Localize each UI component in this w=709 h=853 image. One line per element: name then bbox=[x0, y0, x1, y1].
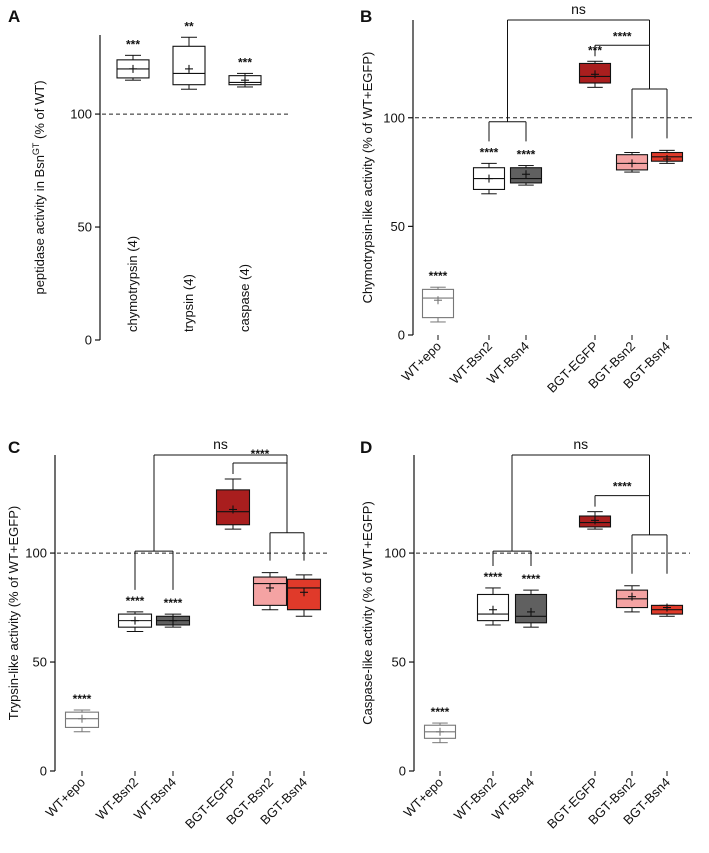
y-tick-label: 50 bbox=[391, 219, 405, 234]
box-2: ****WT-Bsn2 bbox=[93, 594, 153, 823]
box-6: BGT-Bsn4 bbox=[620, 603, 684, 828]
box-1: **** WT+epo bbox=[401, 705, 457, 821]
category-label: chymotrypsin (4) bbox=[125, 236, 140, 332]
significance-label: **** bbox=[480, 145, 499, 159]
box-iqr bbox=[286, 578, 322, 611]
y-axis-label: peptidase activity in BsnGT (% of WT) bbox=[31, 80, 47, 294]
y-axis-label: Trypsin-like activity (% of WT+EGFP) bbox=[6, 506, 21, 720]
y-tick-label: 100 bbox=[70, 107, 92, 122]
panel-c: C 0 50 100 Trypsin-like activity (% of WT+EG… bbox=[6, 436, 330, 832]
significance-label: **** bbox=[429, 269, 448, 283]
significance-label: **** bbox=[484, 570, 503, 584]
box-3: *** caspase (4) bbox=[228, 55, 262, 332]
y-axis-label: Caspase-like activity (% of WT+EGFP) bbox=[360, 501, 375, 725]
significance-label: **** bbox=[126, 594, 145, 608]
box-2: ****WT-Bsn2 bbox=[447, 145, 506, 387]
comparison-brackets: **** ns bbox=[492, 436, 668, 574]
comparison-label-star: **** bbox=[251, 447, 270, 461]
significance-label: **** bbox=[517, 148, 536, 162]
category-label: trypsin (4) bbox=[181, 274, 196, 332]
category-label: WT+epo bbox=[399, 339, 445, 385]
significance-label: **** bbox=[73, 692, 92, 706]
y-tick-label: 50 bbox=[392, 655, 406, 670]
significance-label: ** bbox=[184, 19, 194, 33]
comparison-label-ns: ns bbox=[573, 436, 588, 452]
box-3: **** WT-Bsn4 bbox=[131, 596, 191, 823]
box-1: *** chymotrypsin (4) bbox=[116, 37, 150, 332]
panel-label: A bbox=[8, 7, 20, 26]
comparison-label-ns: ns bbox=[213, 436, 228, 452]
y-tick-label: 100 bbox=[25, 546, 47, 561]
significance-label: **** bbox=[164, 596, 183, 610]
y-tick-label: 0 bbox=[399, 764, 406, 779]
panel-b: B 0 50 100 Chymotrypsin-like activity (% of … bbox=[360, 1, 693, 396]
category-label: caspase (4) bbox=[237, 264, 252, 332]
panel-d: D 0 50 100 Caspase-like activity (% of WT+EG… bbox=[360, 436, 690, 832]
comparison-brackets: **** ns bbox=[488, 1, 668, 142]
significance-label: *** bbox=[126, 37, 140, 51]
y-tick-label: 50 bbox=[33, 655, 47, 670]
y-tick-label: 0 bbox=[40, 764, 47, 779]
box-2: ** trypsin (4) bbox=[172, 19, 206, 332]
box-4: BGT-EGFP bbox=[182, 478, 251, 832]
category-label: WT-Bsn4 bbox=[131, 775, 179, 823]
comparison-label-star: **** bbox=[613, 480, 632, 494]
panel-a: A 0 50 100 peptidase activity in BsnGT (% of… bbox=[8, 7, 290, 348]
significance-label: **** bbox=[431, 705, 450, 719]
panel-label: D bbox=[360, 438, 372, 457]
y-tick-label: 50 bbox=[78, 220, 92, 235]
box-1: **** WT+epo bbox=[399, 269, 455, 385]
y-tick-label: 100 bbox=[384, 546, 406, 561]
y-tick-label: 0 bbox=[398, 328, 405, 343]
y-axis-label: Chymotrypsin-like activity (% of WT+EGFP… bbox=[360, 52, 375, 304]
category-label: WT+epo bbox=[43, 775, 89, 821]
box-1: **** WT+epo bbox=[43, 692, 100, 821]
comparison-brackets: **** ns bbox=[134, 436, 305, 590]
panel-label: B bbox=[360, 7, 372, 26]
significance-label: *** bbox=[238, 55, 252, 69]
y-tick-label: 100 bbox=[383, 110, 405, 125]
category-label: WT+epo bbox=[401, 775, 447, 821]
box-4: ***BGT-EGFP bbox=[544, 43, 612, 396]
comparison-label-star: **** bbox=[613, 29, 632, 43]
category-label: WT-Bsn4 bbox=[489, 775, 537, 823]
panel-label: C bbox=[8, 438, 20, 457]
significance-label: **** bbox=[522, 572, 541, 586]
box-4: BGT-EGFP bbox=[544, 511, 612, 832]
comparison-label-ns: ns bbox=[571, 1, 586, 17]
box-2: ****WT-Bsn2 bbox=[451, 570, 510, 823]
y-tick-label: 0 bbox=[85, 333, 92, 348]
